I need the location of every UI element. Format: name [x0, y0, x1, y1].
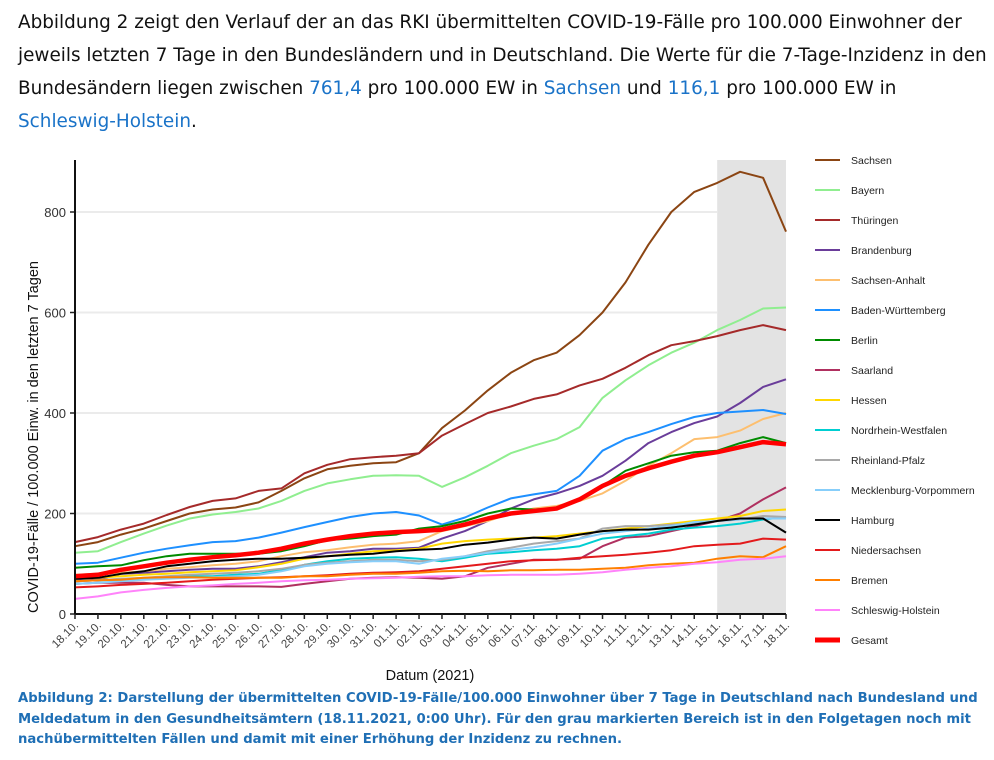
legend-label: Brandenburg	[851, 245, 912, 257]
y-axis-title: COVID-19-Fälle / 100.000 Einw. in den le…	[26, 261, 42, 613]
legend-label: Rheinland-Pfalz	[851, 455, 925, 467]
legend-label: Niedersachsen	[851, 545, 921, 557]
legend-label: Sachsen	[851, 155, 892, 167]
y-tick-label: 200	[44, 507, 66, 522]
legend-label: Bremen	[851, 575, 888, 587]
series-line-bremen	[74, 545, 787, 583]
legend-label: Schleswig-Holstein	[851, 605, 940, 617]
incidence-line-chart: 020040060080018.10.19.10.20.10.21.10.22.…	[26, 155, 975, 684]
series-line-schleswig-holstein	[74, 555, 787, 600]
x-tick-label: 18.11.	[762, 620, 792, 650]
legend-label: Baden-Württemberg	[851, 305, 946, 317]
min-incidence-state: Schleswig-Holstein	[18, 111, 191, 132]
x-tick-label: 31.10.	[348, 620, 379, 651]
x-axis-title: Datum (2021)	[386, 668, 475, 684]
series-line-sachsen	[74, 170, 787, 548]
min-incidence-value: 116,1	[667, 78, 721, 99]
series-line-gesamt	[74, 439, 787, 579]
intro-text: pro 100.000 EW in	[361, 78, 544, 99]
max-incidence-state: Sachsen	[543, 78, 622, 99]
legend-label: Sachsen-Anhalt	[851, 275, 925, 287]
legend-label: Berlin	[851, 335, 878, 347]
legend-label: Nordrhein-Westfalen	[851, 425, 947, 437]
intro-text: .	[190, 111, 197, 132]
series-line-th-ringen	[74, 324, 787, 544]
series-line-bayern	[74, 306, 787, 554]
intro-text: und	[621, 78, 668, 99]
shaded-incomplete-region	[717, 160, 786, 614]
series-line-niedersachsen	[74, 537, 787, 589]
legend-label: Saarland	[851, 365, 893, 377]
y-tick-label: 800	[44, 205, 66, 220]
y-tick-label: 0	[59, 607, 66, 622]
legend-label: Mecklenburg-Vorpommern	[851, 485, 975, 497]
legend-label: Hamburg	[851, 515, 894, 527]
max-incidence-value: 761,4	[309, 78, 362, 99]
y-tick-label: 600	[44, 306, 66, 321]
series-line-hamburg	[74, 517, 787, 580]
legend-label: Thüringen	[851, 215, 898, 227]
x-tick-label: 10.11.	[578, 620, 608, 650]
intro-paragraph: Abbildung 2 zeigt den Verlauf der an das…	[18, 6, 988, 138]
intro-text: Abbildung 2 zeigt den Verlauf der an das…	[18, 12, 987, 99]
legend-label: Hessen	[851, 395, 887, 407]
series-line-sachsen-anhalt	[74, 412, 787, 576]
legend-label: Gesamt	[851, 635, 888, 647]
figure-caption: Abbildung 2: Darstellung der übermittelt…	[18, 691, 978, 747]
intro-text: pro 100.000 EW in	[720, 78, 897, 99]
y-tick-label: 400	[44, 406, 66, 421]
series-line-brandenburg	[75, 378, 787, 581]
series-line-berlin	[74, 436, 787, 569]
legend-label: Bayern	[851, 185, 884, 197]
series-line-baden-w-rttemberg	[74, 409, 787, 565]
